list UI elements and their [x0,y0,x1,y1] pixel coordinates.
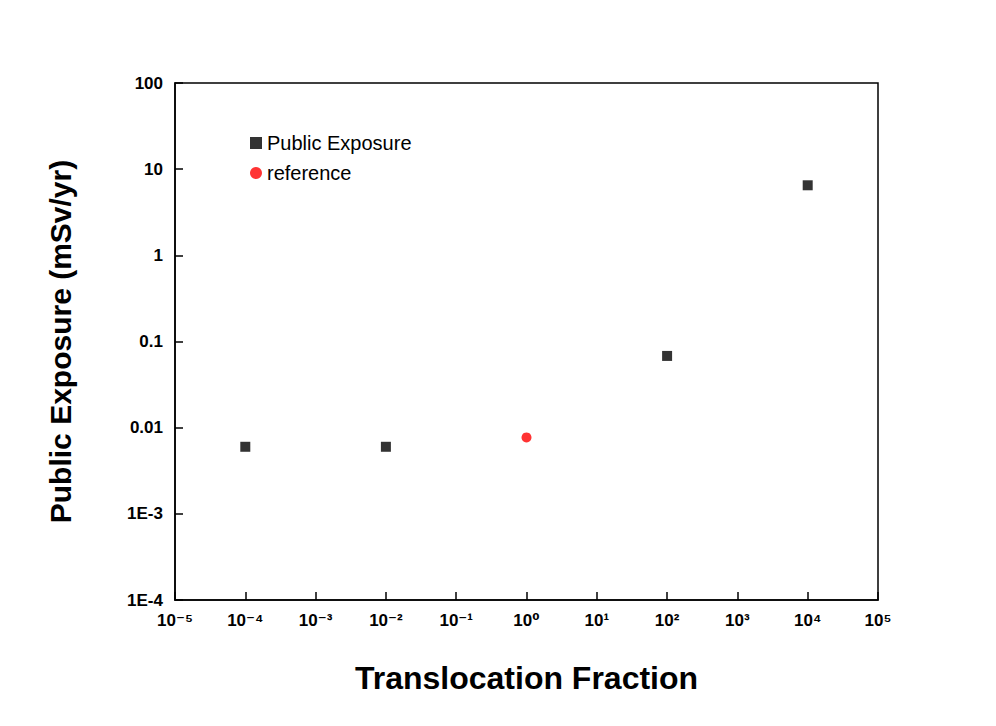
svg-text:10⁵: 10⁵ [865,611,892,630]
svg-text:10⁻³: 10⁻³ [299,611,333,630]
svg-text:1E-4: 1E-4 [127,591,163,610]
svg-text:10²: 10² [655,611,680,630]
svg-text:10⁴: 10⁴ [794,611,821,630]
svg-text:10¹: 10¹ [585,611,610,630]
svg-text:10: 10 [144,160,163,179]
svg-text:10⁻²: 10⁻² [369,611,403,630]
svg-text:Public Exposure (mSv/yr): Public Exposure (mSv/yr) [44,160,77,523]
svg-text:1E-3: 1E-3 [127,504,163,523]
svg-text:10⁰: 10⁰ [513,611,539,630]
svg-text:10³: 10³ [725,611,750,630]
svg-text:10⁻⁵: 10⁻⁵ [157,611,193,630]
svg-text:10⁻⁴: 10⁻⁴ [227,611,263,630]
svg-text:Translocation Fraction: Translocation Fraction [355,660,698,696]
svg-text:0.1: 0.1 [139,332,163,351]
svg-text:100: 100 [135,74,163,93]
svg-text:0.01: 0.01 [130,418,163,437]
svg-text:10⁻¹: 10⁻¹ [439,611,473,630]
svg-text:Public Exposure: Public Exposure [267,132,412,154]
svg-text:reference: reference [267,162,352,184]
svg-text:1: 1 [154,246,163,265]
